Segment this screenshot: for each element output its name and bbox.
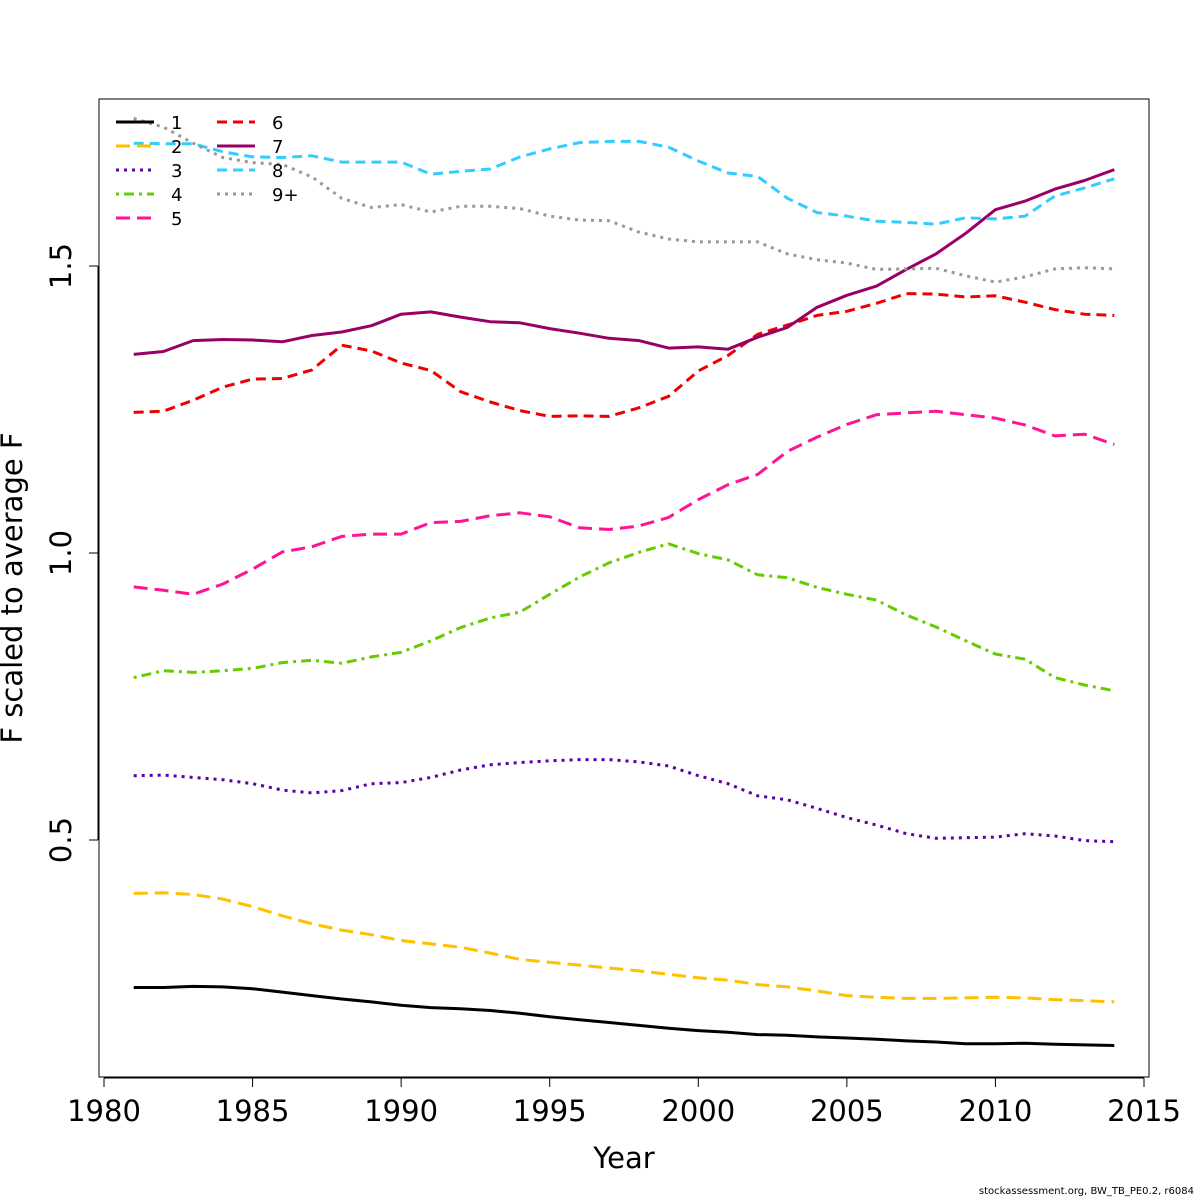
y-tick-label: 0.5 (44, 817, 78, 863)
x-tick-label: 1985 (216, 1094, 290, 1128)
legend-label-5: 5 (171, 209, 182, 230)
x-tick-label: 1995 (513, 1094, 587, 1128)
footer-note: stockassessment.org, BW_TB_PE0.2, r6084 (978, 1186, 1194, 1197)
y-tick-label: 1.5 (44, 243, 78, 289)
legend-label-6: 6 (272, 113, 283, 134)
legend-label-4: 4 (171, 185, 182, 206)
legend-label-7: 7 (272, 137, 283, 158)
series-line-3 (133, 758, 1115, 844)
legend: 1 2 3 4 5 6 7 8 9+ (116, 113, 299, 230)
series-line-6 (133, 292, 1115, 418)
series-line-7 (133, 168, 1115, 356)
x-tick-label: 2005 (810, 1094, 884, 1128)
x-tick-label: 2000 (661, 1094, 735, 1128)
series-line-5 (133, 409, 1115, 596)
x-tick-label: 1990 (364, 1094, 438, 1128)
series-line-8 (133, 139, 1115, 226)
x-tick-label: 2015 (1107, 1094, 1181, 1128)
y-axis-title: F scaled to average F (0, 432, 29, 743)
legend-label-1: 1 (171, 113, 182, 134)
series-line-2 (133, 891, 1115, 1004)
legend-label-9plus: 9+ (272, 185, 299, 206)
y-tick-label: 1.0 (44, 530, 78, 576)
legend-label-3: 3 (171, 161, 182, 182)
y-axis: 0.5 1.0 1.5 (44, 243, 99, 863)
x-axis-title: Year (592, 1141, 654, 1175)
series-line-1 (133, 984, 1115, 1047)
series-line-9plus (133, 117, 1115, 284)
legend-label-2: 2 (171, 137, 182, 158)
x-tick-label: 2010 (959, 1094, 1033, 1128)
series-line-4 (133, 542, 1115, 693)
legend-label-8: 8 (272, 161, 283, 182)
x-axis: 1980 1985 1990 1995 2000 2005 2010 2015 (67, 1077, 1181, 1128)
x-tick-label: 1980 (67, 1094, 141, 1128)
series-layer (133, 117, 1115, 1047)
plot-frame (98, 98, 1150, 1078)
